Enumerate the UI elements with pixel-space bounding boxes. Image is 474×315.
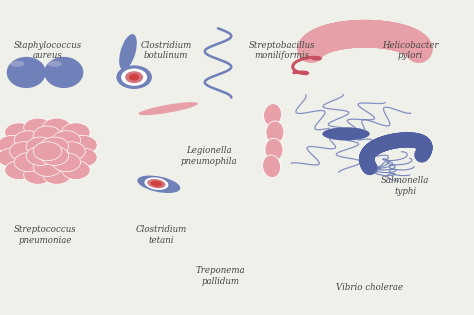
- Text: Clostridium
tetani: Clostridium tetani: [136, 225, 187, 245]
- Circle shape: [14, 153, 43, 172]
- Circle shape: [40, 137, 69, 156]
- Circle shape: [62, 161, 90, 180]
- Ellipse shape: [138, 102, 198, 115]
- Circle shape: [62, 123, 90, 142]
- Circle shape: [33, 126, 62, 145]
- Circle shape: [43, 118, 71, 137]
- Circle shape: [33, 158, 62, 176]
- Text: Staphylococcus
aureus: Staphylococcus aureus: [13, 41, 82, 60]
- Text: Clostridium
botulinum: Clostridium botulinum: [140, 41, 191, 60]
- Ellipse shape: [44, 57, 83, 88]
- Ellipse shape: [322, 127, 370, 140]
- Circle shape: [24, 118, 52, 137]
- Ellipse shape: [137, 175, 180, 193]
- Circle shape: [24, 165, 52, 184]
- Circle shape: [52, 131, 81, 150]
- Ellipse shape: [119, 34, 137, 70]
- Ellipse shape: [263, 155, 281, 178]
- Circle shape: [26, 146, 55, 165]
- Text: Streptobacillus
moniliformis: Streptobacillus moniliformis: [249, 41, 315, 60]
- Circle shape: [5, 123, 33, 142]
- Ellipse shape: [117, 66, 152, 89]
- Circle shape: [57, 142, 85, 161]
- Text: Treponema
pallidum: Treponema pallidum: [196, 266, 245, 286]
- Ellipse shape: [125, 71, 143, 83]
- Text: Salmonella
typhi: Salmonella typhi: [381, 176, 429, 196]
- Circle shape: [14, 131, 43, 150]
- Circle shape: [9, 142, 38, 161]
- Text: Helicobacter
pylori: Helicobacter pylori: [382, 41, 438, 60]
- Circle shape: [33, 142, 62, 161]
- Ellipse shape: [264, 104, 282, 126]
- Circle shape: [26, 137, 55, 156]
- Ellipse shape: [7, 57, 46, 88]
- Circle shape: [0, 148, 26, 167]
- Circle shape: [0, 135, 26, 154]
- Ellipse shape: [47, 61, 62, 67]
- Circle shape: [52, 153, 81, 172]
- Ellipse shape: [266, 121, 284, 144]
- Text: Streptococcus
pneumoniae: Streptococcus pneumoniae: [14, 225, 76, 245]
- Ellipse shape: [129, 74, 139, 81]
- Ellipse shape: [265, 138, 283, 161]
- Ellipse shape: [145, 177, 168, 190]
- Circle shape: [5, 161, 33, 180]
- Ellipse shape: [147, 179, 165, 188]
- Circle shape: [69, 148, 97, 167]
- Ellipse shape: [151, 181, 162, 186]
- Text: Legionella
pneumophila: Legionella pneumophila: [180, 146, 237, 166]
- Ellipse shape: [10, 61, 24, 67]
- Ellipse shape: [121, 69, 147, 86]
- Circle shape: [69, 135, 97, 154]
- Text: Vibrio cholerae: Vibrio cholerae: [336, 284, 403, 293]
- Circle shape: [43, 165, 71, 184]
- Circle shape: [40, 146, 69, 165]
